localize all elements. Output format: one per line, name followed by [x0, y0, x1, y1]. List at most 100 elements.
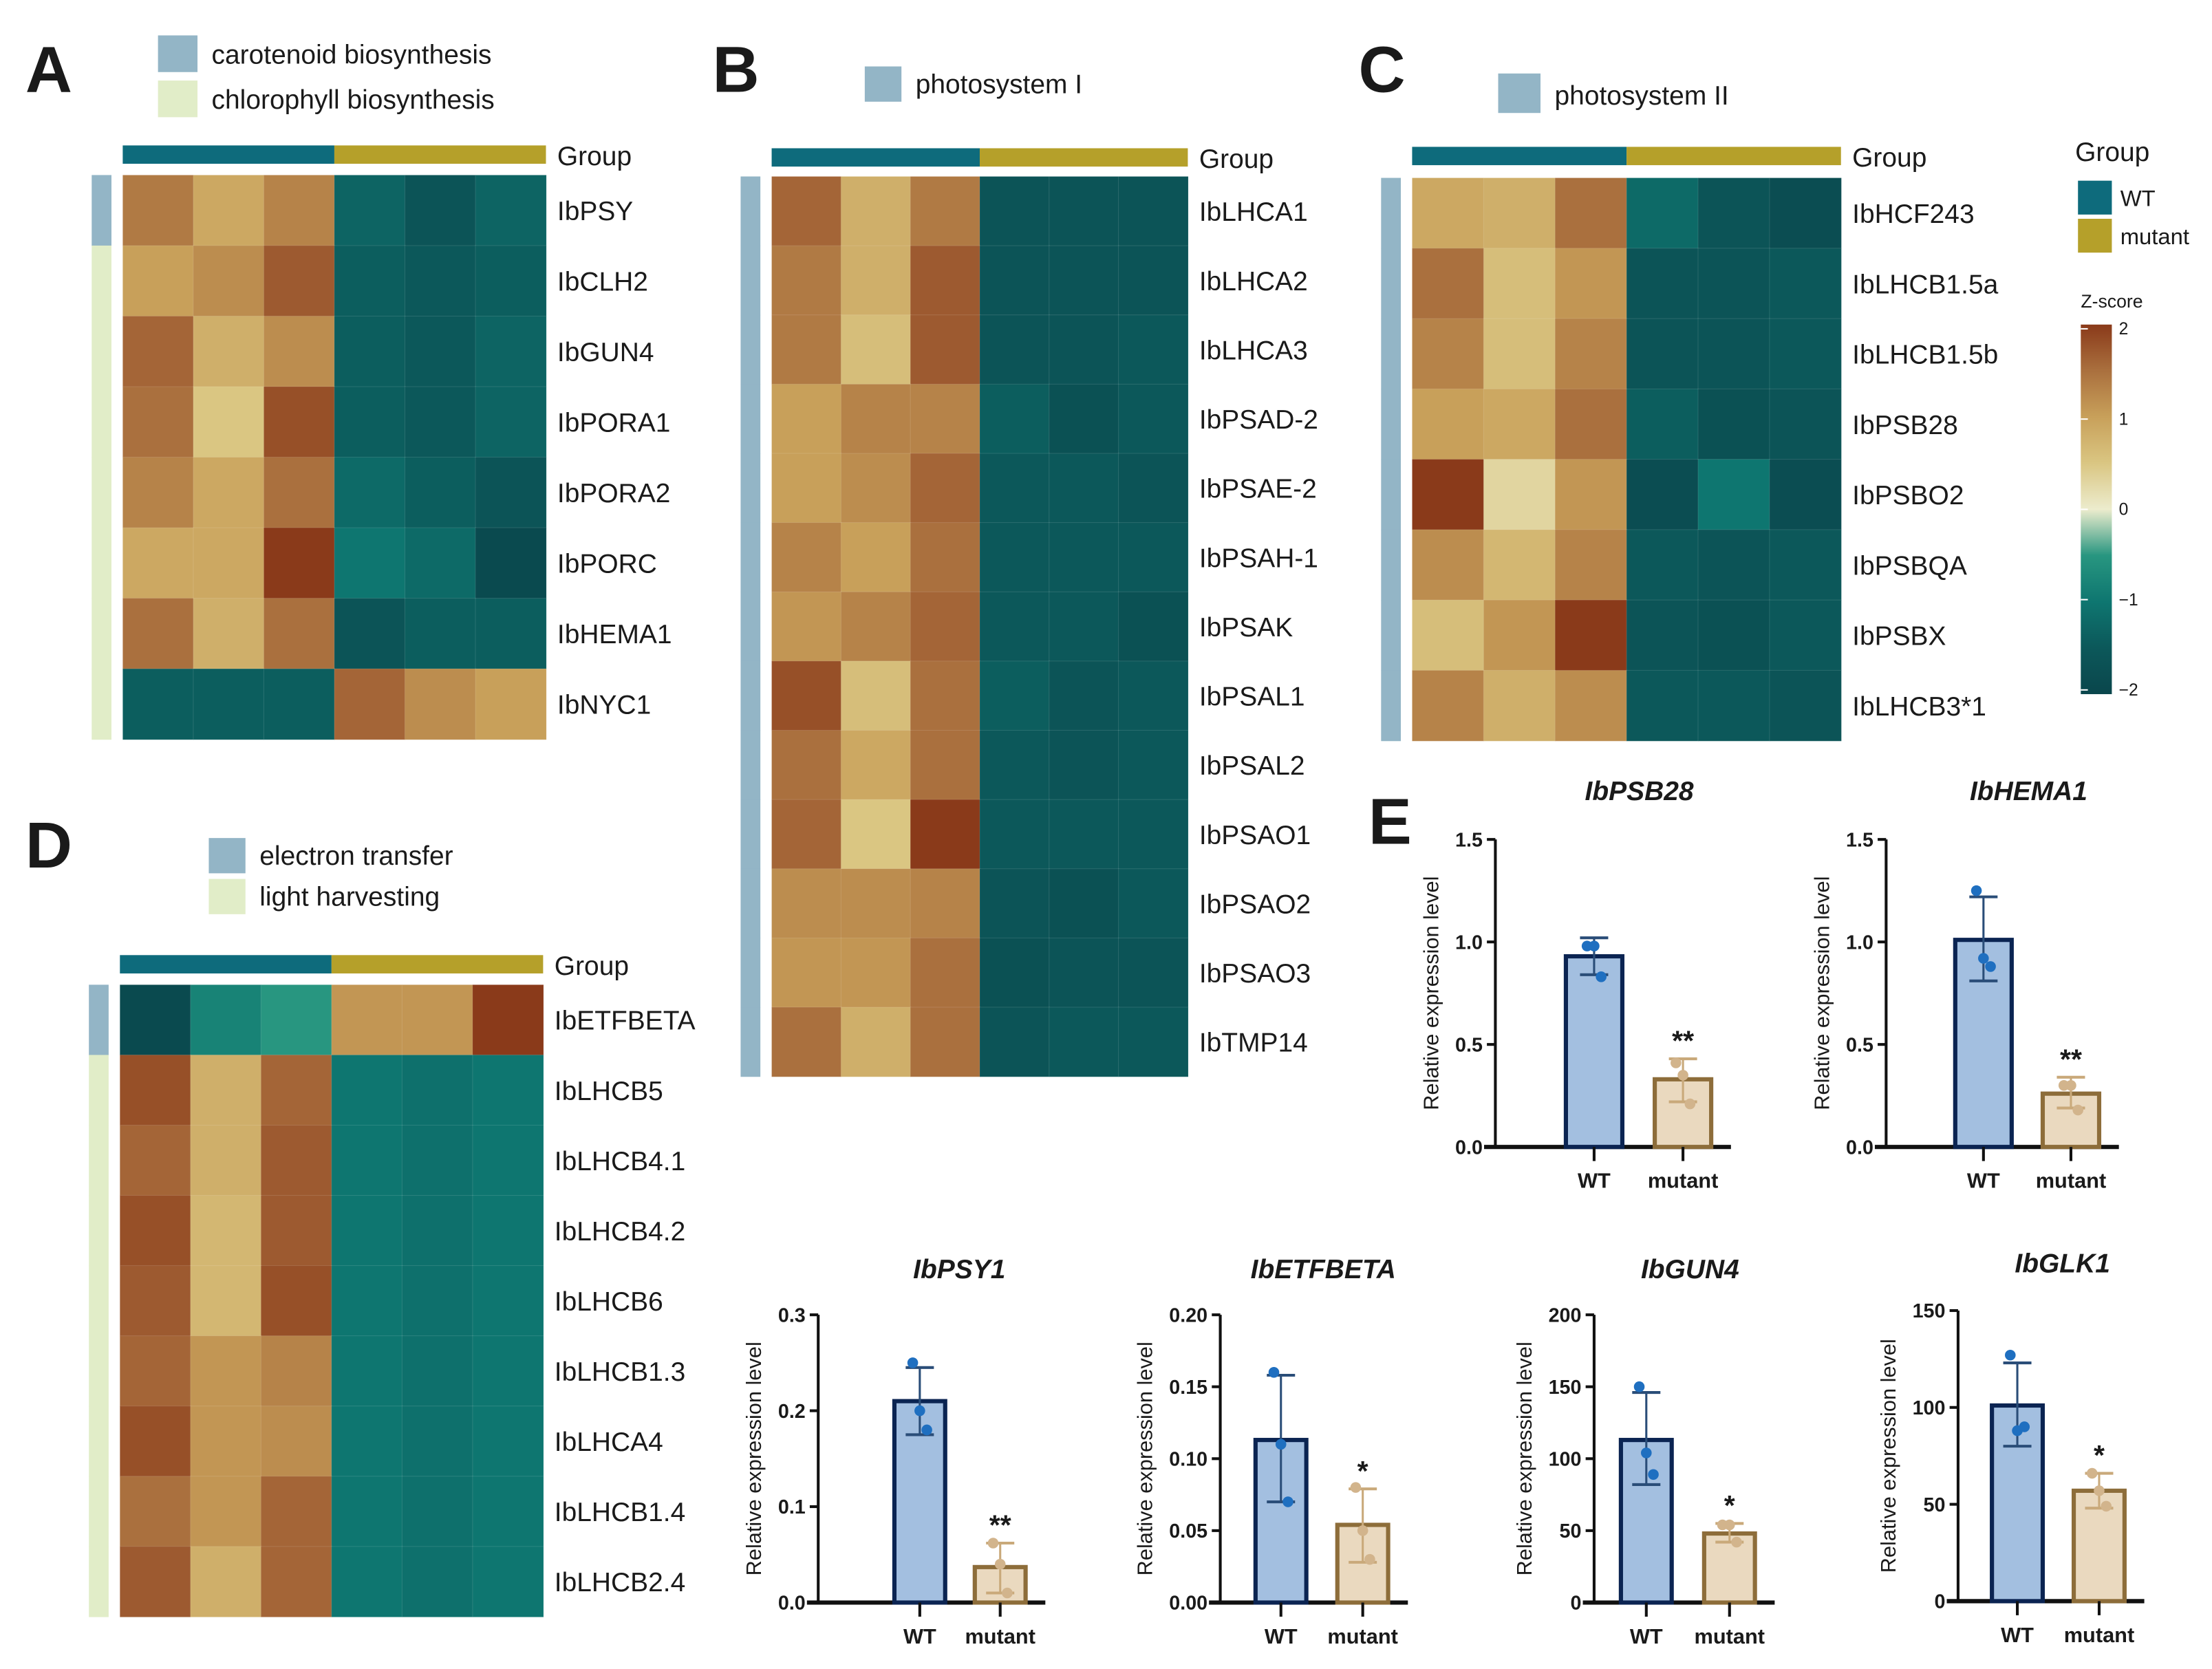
row-annotation — [740, 868, 761, 939]
heatmap-cell — [190, 1195, 262, 1267]
gene-label: IbLHCA1 — [1199, 197, 1308, 227]
group-label: Group — [1852, 143, 1926, 173]
gene-label: IbGUN4 — [557, 338, 654, 367]
legend-swatch — [1498, 73, 1541, 114]
y-axis-label: Relative expression level — [1419, 876, 1443, 1110]
heatmap-cell — [1483, 177, 1556, 249]
heatmap-cell — [840, 453, 912, 524]
heatmap-cell — [401, 1195, 474, 1267]
gene-label: IbLHCB1.4 — [555, 1498, 685, 1527]
legend-swatch — [158, 80, 198, 118]
y-axis-label: Relative expression level — [1876, 1339, 1900, 1573]
heatmap-cell — [1049, 591, 1119, 663]
heatmap-cell — [472, 1054, 544, 1126]
chart-title: IbPSB28 — [1585, 777, 1694, 806]
heatmap-cell — [472, 1546, 544, 1618]
panel-label-d: D — [25, 809, 72, 881]
heatmap-cell — [1554, 388, 1628, 460]
data-point — [2094, 1485, 2105, 1496]
gene-label: IbLHCB4.2 — [555, 1217, 685, 1247]
heatmap-cell — [910, 522, 981, 593]
colorbar-tick-label: −1 — [2119, 591, 2138, 610]
heatmap-cell — [404, 668, 477, 740]
heatmap-cell — [1769, 318, 1842, 390]
data-point — [1985, 961, 1996, 972]
heatmap-cell — [119, 1476, 191, 1548]
row-annotation — [92, 528, 111, 599]
heatmap-cell — [193, 598, 265, 670]
row-annotation — [92, 598, 111, 669]
heatmap-cell — [840, 799, 912, 870]
heatmap-cell — [910, 937, 981, 1009]
panel-label-e: E — [1368, 785, 1412, 857]
legend-swatch — [864, 66, 902, 102]
gene-label: IbLHCB5 — [555, 1077, 663, 1106]
significance-mark: * — [1357, 1455, 1368, 1487]
colorbar-tick-label: 2 — [2119, 320, 2129, 338]
heatmap-cell — [1118, 1006, 1189, 1077]
heatmap-cell — [260, 984, 332, 1056]
gene-label: IbPSBQA — [1852, 551, 1967, 581]
significance-mark: ** — [1672, 1025, 1694, 1057]
y-tick-label: 0.1 — [778, 1496, 806, 1518]
legend-label: photosystem II — [1555, 81, 1729, 111]
heatmap-cell — [1626, 318, 1699, 390]
heatmap-cell — [404, 174, 477, 247]
row-annotation — [1381, 670, 1402, 742]
row-annotation — [1381, 459, 1402, 530]
group-bar-mutant — [979, 148, 1188, 167]
heatmap-cell — [401, 984, 474, 1056]
chart-title: IbGUN4 — [1641, 1255, 1739, 1284]
legend-group-item: mutant — [2120, 224, 2189, 249]
gene-label: IbTMP14 — [1199, 1029, 1308, 1058]
y-tick-label: 100 — [1549, 1449, 1582, 1471]
heatmap-cell — [1483, 529, 1556, 601]
x-tick-label: mutant — [1648, 1169, 1719, 1193]
heatmap-cell — [475, 527, 547, 599]
y-tick-label: 200 — [1549, 1304, 1582, 1326]
heatmap-cell — [1411, 248, 1485, 320]
heatmap-cell — [910, 453, 981, 524]
heatmap-cell — [401, 1406, 474, 1477]
row-annotation — [740, 384, 761, 454]
y-tick-label: 1.5 — [1455, 829, 1483, 851]
heatmap-cell — [979, 591, 1050, 663]
heatmap-cell — [771, 314, 842, 385]
heatmap-cell — [122, 527, 195, 599]
bar-WT — [1563, 954, 1625, 1150]
gene-label: IbLHCB1.5a — [1852, 270, 1998, 299]
heatmap-cell — [1626, 459, 1699, 530]
heatmap-cell — [1626, 529, 1699, 601]
row-annotation — [740, 246, 761, 316]
heatmap-cell — [910, 660, 981, 731]
heatmap-cell — [840, 245, 912, 316]
y-tick-label: 0.0 — [1846, 1137, 1873, 1159]
heatmap-cell — [1626, 177, 1699, 249]
significance-mark: * — [2094, 1439, 2105, 1471]
heatmap-cell — [190, 1265, 262, 1337]
legend-swatch-WT — [2078, 180, 2112, 215]
heatmap-cell — [334, 245, 406, 317]
heatmap-cell — [840, 591, 912, 663]
group-bar-wt — [1412, 147, 1627, 166]
heatmap-cell — [334, 457, 406, 529]
heatmap-cell — [331, 984, 403, 1056]
heatmap-cell — [1483, 248, 1556, 320]
heatmap-cell — [122, 245, 195, 317]
row-annotation — [740, 1007, 761, 1077]
gene-label: IbPSAH-1 — [1199, 543, 1318, 573]
heatmap-cell — [1554, 318, 1628, 390]
group-label: Group — [555, 951, 629, 981]
row-annotation — [740, 522, 761, 592]
heatmap-cell — [979, 729, 1050, 801]
gene-label: IbLHCB4.1 — [555, 1147, 685, 1176]
x-tick-label: mutant — [2064, 1623, 2135, 1647]
heatmap-cell — [260, 1195, 332, 1267]
heatmap-cell — [401, 1265, 474, 1337]
heatmap-cell — [979, 937, 1050, 1009]
y-tick-label: 0.0 — [1455, 1137, 1483, 1159]
heatmap-cell — [331, 1195, 403, 1267]
heatmap-cell — [401, 1124, 474, 1196]
heatmap-cell — [119, 1546, 191, 1618]
heatmap-cell — [404, 527, 477, 599]
